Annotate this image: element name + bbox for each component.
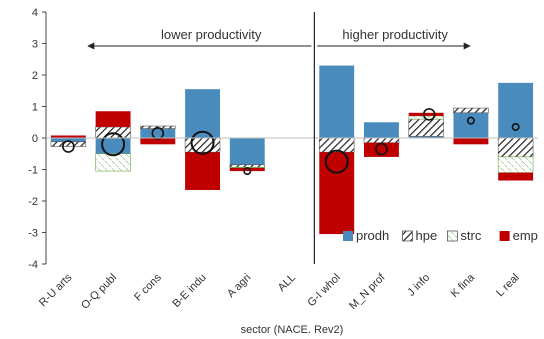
bar-hpe-a-agri <box>229 164 266 168</box>
bar-hpe-b-e-indu <box>184 137 221 153</box>
total-marker-r-u-arts <box>62 140 75 153</box>
x-tick-label: A agri <box>225 272 253 300</box>
productivity-annotations: lower productivity higher productivity <box>87 27 471 50</box>
bar-hpe-j-info <box>408 118 444 137</box>
x-tick-label: J info <box>405 272 432 299</box>
legend-swatch-prodh <box>343 231 353 241</box>
bar-emp-k-fina <box>453 138 489 145</box>
legend-label-hpe: hpe <box>416 228 438 243</box>
x-tick-label: ALL <box>276 272 298 294</box>
legend: prodh hpe strc emp <box>343 228 538 243</box>
y-tick-label: 4 <box>32 7 38 19</box>
x-tick-label: F cons <box>132 271 164 303</box>
legend-swatch-hpe <box>402 230 413 242</box>
x-tick-label: B-E indu <box>170 272 208 310</box>
total-marker-a-agri <box>243 167 252 176</box>
bar-emp-a-agri <box>229 167 265 172</box>
bar-emp-l-real <box>498 172 534 181</box>
y-tick-label: 3 <box>32 39 38 51</box>
bar-prodh-k-fina <box>453 112 489 138</box>
total-marker-k-fina <box>466 116 475 125</box>
bar-emp-r-u-arts <box>50 135 86 138</box>
bar-emp-j-info <box>408 112 444 116</box>
bar-prodh-m-n-prof <box>364 122 399 138</box>
bar-emp-b-e-indu <box>185 152 220 190</box>
y-axis: -4 -3 -2 -1 0 1 2 3 4 <box>28 7 47 271</box>
x-tick-label: K fina <box>449 271 478 300</box>
bar-emp-m-n-prof <box>364 142 399 157</box>
bar-prodh-b-e-indu <box>185 89 220 138</box>
total-marker-f-cons <box>151 126 165 140</box>
bar-prodh-f-cons <box>140 128 176 138</box>
y-tick-label: -4 <box>28 259 38 271</box>
legend-label-strc: strc <box>460 228 481 243</box>
x-tick-label: L real <box>494 272 522 300</box>
bar-emp-g-i-whol <box>319 152 355 235</box>
bar-strc-l-real <box>497 156 534 173</box>
bar-strc-o-q-publ <box>95 153 131 172</box>
bar-emp-f-cons <box>140 138 176 145</box>
x-tick-label: M_N prof <box>347 271 388 312</box>
bar-hpe-k-fina <box>453 107 489 114</box>
bar-prodh-g-i-whol <box>319 65 355 138</box>
total-marker-o-q-publ <box>101 132 126 157</box>
bar-prodh-l-real <box>498 82 534 138</box>
lower-productivity-label: lower productivity <box>161 27 262 42</box>
total-marker-j-info <box>422 108 436 121</box>
bar-prodh-j-info <box>408 136 444 138</box>
bar-hpe-l-real <box>497 137 534 158</box>
bar-prodh-r-u-arts <box>50 138 86 142</box>
total-marker-b-e-indu <box>190 130 215 155</box>
total-marker-l-real <box>511 122 520 131</box>
x-tick-label: G-I whol <box>305 272 342 309</box>
total-markers-layer <box>62 108 520 176</box>
x-tick-label: R-U arts <box>37 271 75 309</box>
y-tick-label: 2 <box>32 70 38 82</box>
legend-label-prodh: prodh <box>356 228 389 243</box>
higher-productivity-label: higher productivity <box>342 27 448 42</box>
bar-emp-o-q-publ <box>95 111 131 127</box>
y-tick-label: -3 <box>28 228 38 240</box>
y-tick-label: 0 <box>32 133 38 145</box>
total-marker-m-n-prof <box>375 142 388 156</box>
y-tick-label: -2 <box>28 196 38 208</box>
legend-swatch-strc <box>446 230 458 242</box>
y-tick-label: -1 <box>28 165 38 177</box>
bar-hpe-r-u-arts <box>50 141 87 147</box>
x-axis-title: sector (NACE. Rev2) <box>241 324 344 336</box>
legend-label-emp: emp <box>513 228 538 243</box>
x-tick-label: O-Q publ <box>79 272 119 312</box>
legend-swatch-emp <box>499 231 510 241</box>
total-marker-g-i-whol <box>324 149 349 174</box>
bar-prodh-o-q-publ <box>95 138 131 154</box>
x-tick-labels: R-U arts O-Q publ F cons B-E indu A agri ALL G… <box>37 271 522 312</box>
bar-prodh-a-agri <box>229 138 265 165</box>
y-tick-label: 1 <box>32 102 38 114</box>
bar-hpe-m-n-prof <box>363 137 400 144</box>
